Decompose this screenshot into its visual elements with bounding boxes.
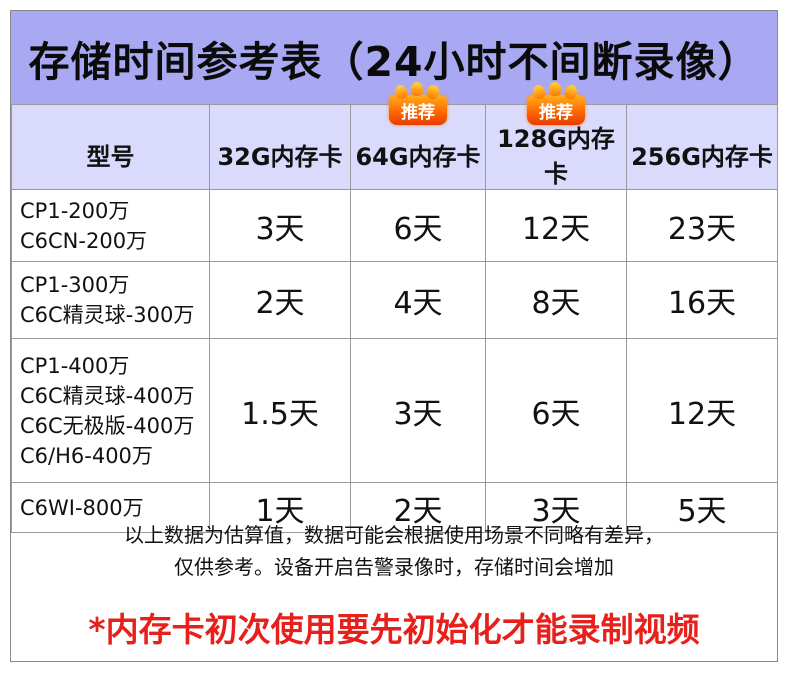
value-cell: 3天 [209,189,351,262]
value-cell: 6天 [350,189,486,262]
flame-icon [549,82,561,96]
header-row: 型号 32G内存卡 推荐 64G内存卡 [11,82,778,190]
value-cell: 2天 [350,482,486,533]
note-line: 以上数据为估算值，数据可能会根据使用场景不同略有差异， [124,523,664,547]
value-cell: 4天 [350,261,486,339]
header-128g: 推荐 128G内存卡 [485,82,627,190]
value-cell: 3天 [350,338,486,483]
value-cell: 23天 [626,189,778,262]
storage-time-card: 存储时间参考表（24小时不间断录像） 型号 32G内存卡 推荐 [10,10,778,662]
header-256g: 256G内存卡 [626,104,778,190]
table-row: CP1-300万 C6C精灵球-300万 2天 4天 8天 16天 [11,261,778,339]
disclaimer-notes: 以上数据为估算值，数据可能会根据使用场景不同略有差异， 仅供参考。设备开启告警录… [11,519,777,583]
model-cell: CP1-400万 C6C精灵球-400万 C6C无极版-400万 C6/H6-4… [11,338,210,483]
page-title: 存储时间参考表（24小时不间断录像） [28,37,760,86]
model-cell: CP1-300万 C6C精灵球-300万 [11,261,210,339]
value-cell: 16天 [626,261,778,339]
storage-table: 型号 32G内存卡 推荐 64G内存卡 [11,82,778,533]
table-row: CP1-200万 C6CN-200万 3天 6天 12天 23天 [11,189,778,262]
format-warning: *内存卡初次使用要先初始化才能录制视频 [88,610,700,649]
value-cell: 1.5天 [209,338,351,483]
header-32g: 32G内存卡 [209,104,351,190]
value-cell: 6天 [485,338,627,483]
model-cell: CP1-200万 C6CN-200万 [11,189,210,262]
value-cell: 12天 [485,189,627,262]
value-cell: 5天 [626,482,778,533]
flame-icon [411,82,423,96]
table-row: CP1-400万 C6C精灵球-400万 C6C无极版-400万 C6/H6-4… [11,338,778,483]
header-64g: 推荐 64G内存卡 [350,82,486,190]
table-row: C6WI-800万 1天 2天 3天 5天 [11,482,778,533]
value-cell: 2天 [209,261,351,339]
recommend-badge: 推荐 [389,82,447,125]
value-cell: 1天 [209,482,351,533]
note-line: 仅供参考。设备开启告警录像时，存储时间会增加 [174,555,614,579]
value-cell: 8天 [485,261,627,339]
model-cell: C6WI-800万 [11,482,210,533]
value-cell: 12天 [626,338,778,483]
header-model: 型号 [11,104,210,190]
recommend-badge: 推荐 [527,82,585,125]
